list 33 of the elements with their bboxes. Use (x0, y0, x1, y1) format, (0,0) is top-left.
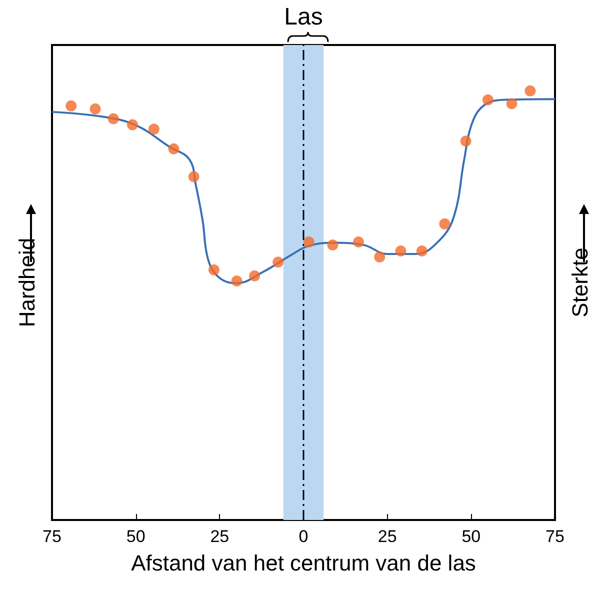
y2-axis-title: Sterkte (568, 248, 592, 318)
point (231, 276, 242, 286)
point (303, 236, 314, 248)
x-axis-title: Afstand van het centrum van de las (131, 550, 476, 576)
x-tick-label: 25 (210, 527, 230, 546)
point (126, 119, 138, 130)
band-label: Las (284, 4, 323, 30)
y-axis-title: Hardheid (14, 238, 40, 328)
x-tick-label: 75 (42, 527, 62, 546)
x-tick-label: 75 (546, 527, 564, 546)
point (66, 100, 77, 112)
point (416, 245, 428, 256)
point (524, 85, 536, 96)
point (249, 270, 260, 282)
point (108, 113, 119, 124)
point (374, 251, 386, 262)
point (395, 245, 406, 256)
point (208, 264, 220, 276)
x-tick-label: 50 (126, 527, 146, 546)
point (506, 98, 518, 110)
point (460, 136, 472, 147)
point (188, 171, 200, 182)
point (482, 94, 494, 106)
point (272, 256, 284, 268)
point (90, 103, 101, 114)
x-tick-label: 50 (462, 527, 481, 546)
point (327, 239, 338, 250)
point (439, 218, 450, 230)
point (148, 124, 160, 135)
x-tick-label: 0 (298, 527, 308, 546)
point (353, 236, 364, 248)
point (168, 143, 180, 154)
x-tick-label: 25 (378, 527, 397, 546)
